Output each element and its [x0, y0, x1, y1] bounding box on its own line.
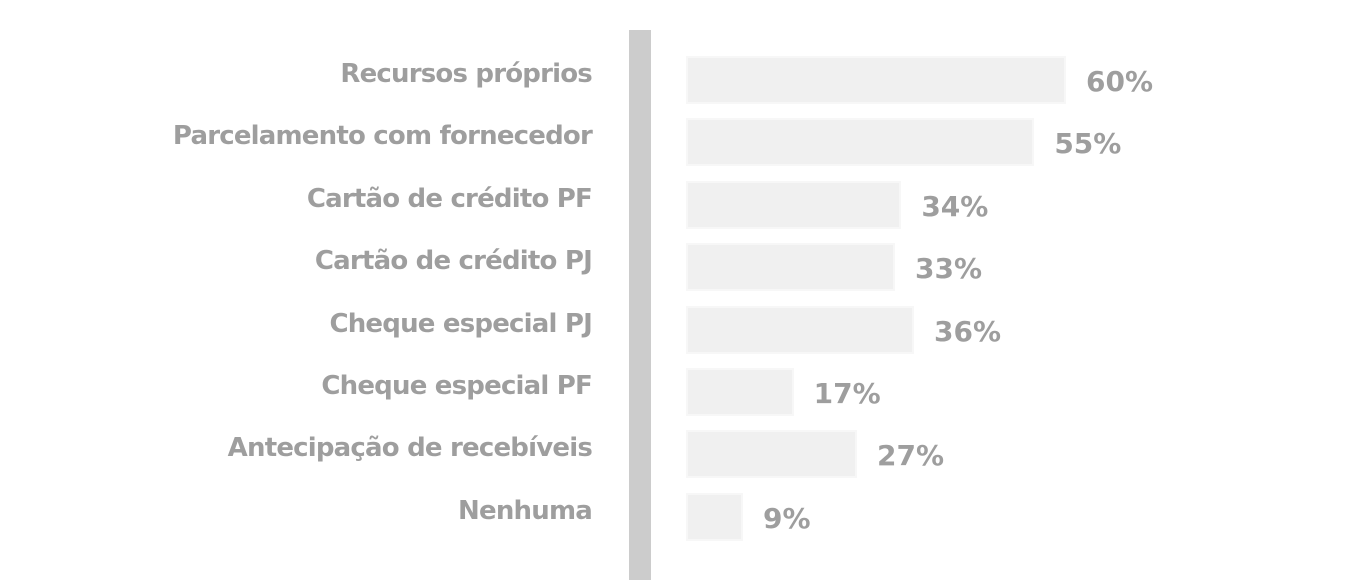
value-label: 60% — [1086, 65, 1154, 98]
bar — [686, 430, 857, 479]
bar — [686, 305, 914, 354]
value-label: 33% — [915, 252, 983, 286]
value-label: 36% — [934, 314, 1002, 348]
category-label: Parcelamento com fornecedor — [172, 121, 593, 152]
category-label: Cartão de crédito PF — [306, 183, 593, 214]
category-label: Nenhuma — [458, 495, 593, 526]
category-label: Cheque especial PF — [321, 371, 592, 401]
category-label: Recursos próprios — [340, 59, 592, 89]
category-label: Antecipação de recebíveis — [227, 433, 593, 464]
bar — [686, 56, 1066, 104]
bar — [686, 180, 902, 229]
category-label: Cheque especial PJ — [329, 308, 592, 339]
bar — [686, 368, 794, 416]
bar — [686, 492, 743, 541]
value-label: 27% — [877, 439, 945, 473]
bar — [686, 118, 1035, 167]
value-label: 55% — [1054, 127, 1122, 161]
value-label: 34% — [921, 189, 989, 223]
value-label: 9% — [763, 501, 811, 535]
category-label: Cartão de crédito PJ — [314, 246, 593, 277]
category-axis-line — [629, 30, 651, 580]
value-label: 17% — [813, 377, 881, 410]
bar — [686, 243, 895, 292]
